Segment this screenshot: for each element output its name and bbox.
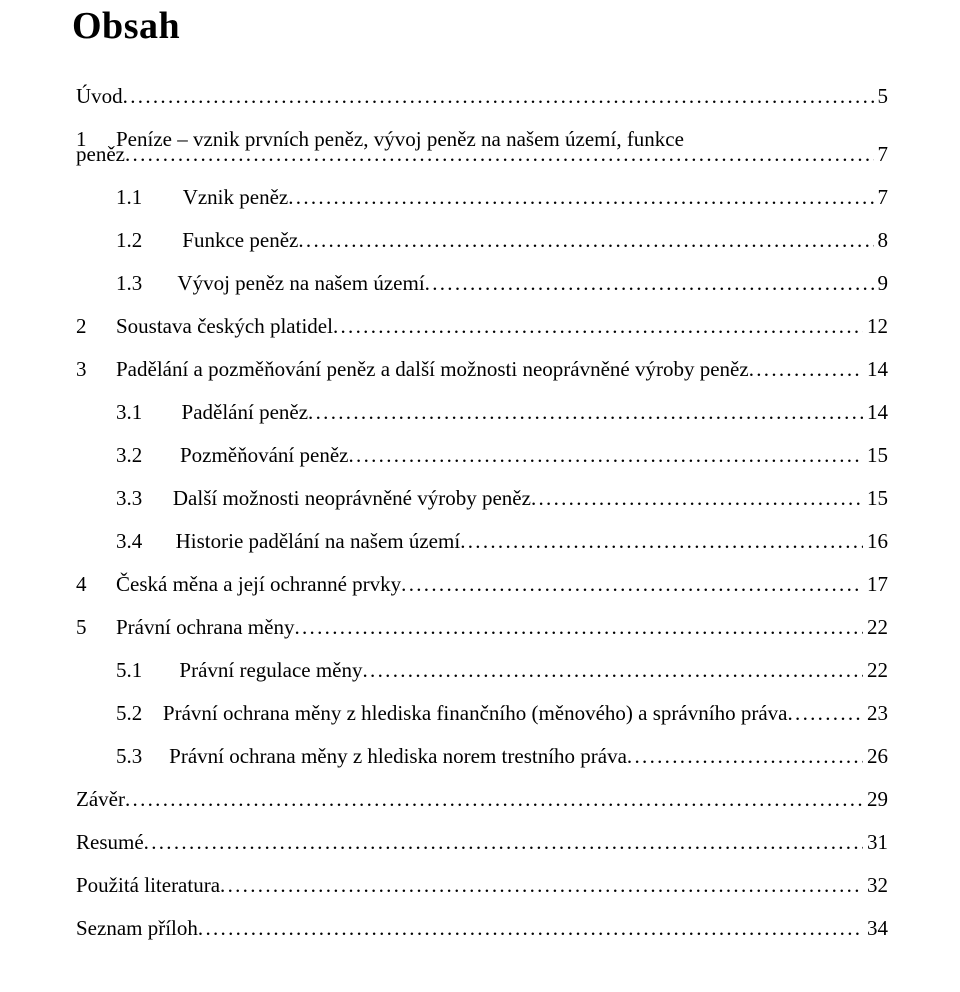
toc-page: 7 (874, 144, 889, 165)
toc-entry: Závěr 29 (76, 789, 888, 810)
toc-label: Právní ochrana měny z hlediska norem tre… (169, 746, 627, 767)
toc-entry: Resumé 31 (76, 832, 888, 853)
toc-label: Seznam příloh (76, 918, 198, 939)
toc-label: Soustava českých platidel (116, 316, 333, 337)
toc-entry: 5.1 Právní regulace měny 22 (76, 660, 888, 681)
toc-entry: 4 Česká měna a její ochranné prvky 17 (76, 574, 888, 595)
toc-leader (348, 445, 863, 466)
toc-leader (198, 918, 863, 939)
toc-number: 3.4 (76, 531, 160, 552)
toc-entry: Úvod 5 (76, 86, 888, 107)
toc-page: 31 (863, 832, 888, 853)
toc-leader (425, 273, 874, 294)
toc-label: Právní regulace měny (179, 660, 362, 681)
toc-label: Padělání peněz (182, 402, 309, 423)
toc-number: 3 (76, 359, 116, 380)
toc-page: 29 (863, 789, 888, 810)
toc-entry: 3.1 Padělání peněz 14 (76, 402, 888, 423)
toc-label: Závěr (76, 789, 125, 810)
toc-page: 16 (863, 531, 888, 552)
toc-leader (144, 832, 863, 853)
toc-page: 12 (863, 316, 888, 337)
toc-label: Právní ochrana měny (116, 617, 294, 638)
toc-number: 5 (76, 617, 116, 638)
toc-leader (787, 703, 863, 724)
toc-leader (460, 531, 863, 552)
toc-leader (298, 230, 873, 251)
toc-label: Vývoj peněz na našem území (177, 273, 424, 294)
toc-number: 5.2 (76, 703, 160, 724)
toc-leader (294, 617, 863, 638)
toc-number: 1.3 (76, 273, 160, 294)
toc-page: 15 (863, 445, 888, 466)
toc-page: 9 (874, 273, 889, 294)
toc-number: 5.3 (76, 746, 160, 767)
toc-label: Historie padělání na našem území (176, 531, 461, 552)
toc-entry: Seznam příloh 34 (76, 918, 888, 939)
toc-page: 8 (874, 230, 889, 251)
toc-entry: 1.1 Vznik peněz 7 (76, 187, 888, 208)
toc-title: Obsah (72, 4, 888, 48)
toc-entry: 5 Právní ochrana měny 22 (76, 617, 888, 638)
toc-entry: 1.2 Funkce peněz 8 (76, 230, 888, 251)
toc-entry: 1.3 Vývoj peněz na našem území 9 (76, 273, 888, 294)
toc-page: 34 (863, 918, 888, 939)
toc-label: Resumé (76, 832, 144, 853)
toc-entry-wrap: peněz 7 (76, 144, 888, 165)
toc-entry: 5.2 Právní ochrana měny z hlediska finan… (76, 703, 888, 724)
toc-number: 3.2 (76, 445, 160, 466)
toc-page: 14 (863, 359, 888, 380)
toc-leader (749, 359, 863, 380)
toc-label: Česká měna a její ochranné prvky (116, 574, 401, 595)
document-page: Obsah Úvod 5 1 Peníze – vznik prvních pe… (0, 0, 960, 939)
toc-page: 14 (863, 402, 888, 423)
toc-label: Použitá literatura (76, 875, 220, 896)
toc-leader (220, 875, 863, 896)
toc-page: 7 (874, 187, 889, 208)
toc-page: 22 (863, 660, 888, 681)
toc-leader (125, 144, 874, 165)
toc-page: 17 (863, 574, 888, 595)
toc-label: Vznik peněz (183, 187, 289, 208)
toc-number: 1.2 (76, 230, 160, 251)
toc-label: Pozměňování peněz (180, 445, 349, 466)
table-of-contents: Úvod 5 1 Peníze – vznik prvních peněz, v… (76, 86, 888, 939)
toc-entry: 3 Padělání a pozměňování peněz a další m… (76, 359, 888, 380)
toc-entry: 3.4 Historie padělání na našem území 16 (76, 531, 888, 552)
toc-entry: Použitá literatura 32 (76, 875, 888, 896)
toc-page: 26 (863, 746, 888, 767)
toc-number: 2 (76, 316, 116, 337)
toc-leader (288, 187, 873, 208)
toc-leader (363, 660, 864, 681)
toc-entry: 5.3 Právní ochrana měny z hlediska norem… (76, 746, 888, 767)
toc-leader (125, 789, 863, 810)
toc-entry: 2 Soustava českých platidel 12 (76, 316, 888, 337)
toc-label: Další možnosti neoprávněné výroby peněz (173, 488, 531, 509)
toc-label: peněz (76, 144, 125, 165)
toc-number: 1.1 (76, 187, 160, 208)
toc-number: 3.1 (76, 402, 160, 423)
toc-entry: 3.3 Další možnosti neoprávněné výroby pe… (76, 488, 888, 509)
toc-entry: 3.2 Pozměňování peněz 15 (76, 445, 888, 466)
toc-page: 5 (874, 86, 889, 107)
toc-label: Úvod (76, 86, 123, 107)
toc-label: Padělání a pozměňování peněz a další mož… (116, 359, 749, 380)
toc-page: 23 (863, 703, 888, 724)
toc-number: 5.1 (76, 660, 160, 681)
toc-label: Funkce peněz (182, 230, 298, 251)
toc-page: 32 (863, 875, 888, 896)
toc-leader (401, 574, 863, 595)
toc-number: 4 (76, 574, 116, 595)
toc-leader (333, 316, 863, 337)
toc-page: 22 (863, 617, 888, 638)
toc-label: Právní ochrana měny z hlediska finančníh… (163, 703, 788, 724)
toc-number: 3.3 (76, 488, 160, 509)
toc-page: 15 (863, 488, 888, 509)
toc-leader (308, 402, 863, 423)
toc-leader (123, 86, 874, 107)
toc-leader (627, 746, 863, 767)
toc-leader (531, 488, 863, 509)
